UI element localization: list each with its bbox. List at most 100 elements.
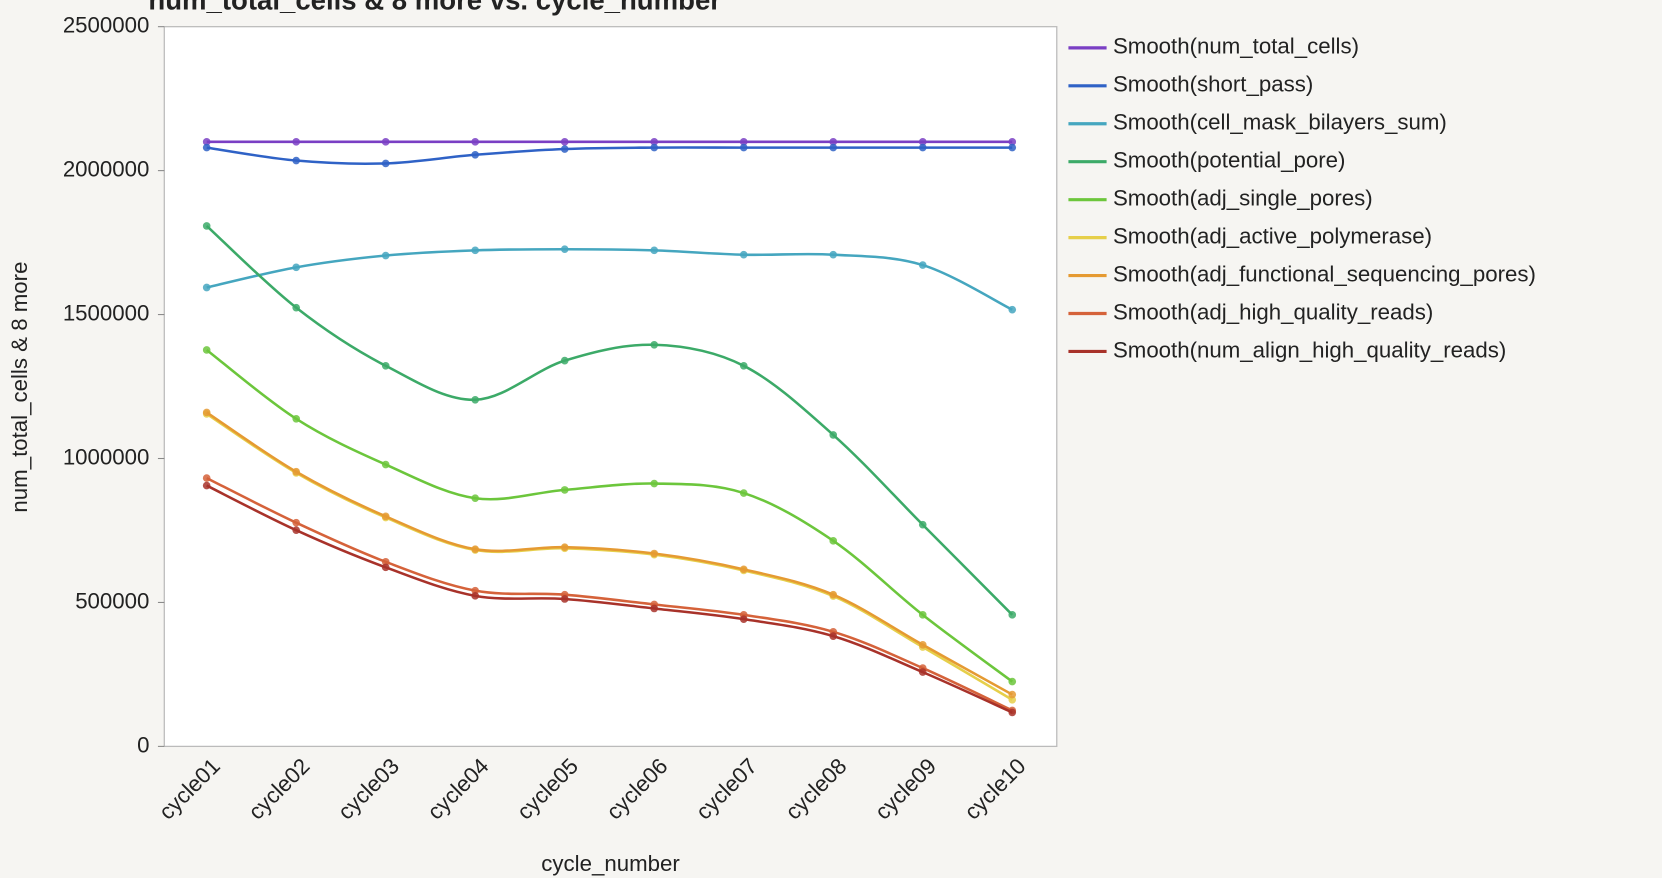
data-point [829,431,838,439]
legend-label: Smooth(potential_pore) [1113,148,1346,173]
x-tick-label: cycle05 [512,753,583,824]
data-point [202,474,211,482]
legend-label: Smooth(adj_active_polymerase) [1113,223,1432,248]
data-point [650,604,659,613]
data-point [381,563,390,572]
data-point [292,414,301,423]
plot-area [163,26,1058,748]
series-line [205,411,1013,696]
data-point [918,640,927,649]
data-point [560,543,569,551]
data-point [650,549,659,558]
data-point [471,545,480,554]
series-line [206,247,1013,311]
data-point [560,245,569,254]
data-point [202,138,211,146]
data-point [829,590,838,599]
data-point [1008,138,1017,146]
data-point [381,460,390,469]
data-point [1008,611,1017,619]
series-line [206,484,1013,714]
data-point [202,408,211,417]
data-point [1008,677,1017,686]
data-point [739,565,748,574]
x-tick-label: cycle09 [870,753,941,824]
data-point [292,156,301,165]
y-tick-label: 2500000 [63,13,150,38]
data-point [560,595,569,603]
data-point [471,494,480,503]
x-tick-label: cycle06 [601,753,672,824]
data-point [381,251,390,260]
legend-label: Smooth(cell_mask_bilayers_sum) [1113,110,1447,135]
data-point [292,518,301,527]
data-point [202,346,211,354]
legend-label: Smooth(adj_single_pores) [1113,186,1373,211]
series-line [205,224,1014,616]
data-point [829,537,838,545]
x-tick-label: cycle10 [960,753,1031,824]
data-point [739,250,748,259]
data-point [202,143,211,152]
legend-label: Smooth(adj_functional_sequencing_pores) [1113,261,1536,286]
data-point [202,222,211,230]
data-point [918,261,927,269]
y-tick-label: 1000000 [63,444,150,469]
series-line [206,146,1013,166]
data-point [292,138,301,146]
data-point [381,138,390,146]
data-point [918,520,927,529]
data-point [381,558,390,566]
data-point [292,526,301,535]
data-point [471,395,480,404]
data-point [560,486,569,494]
x-tick-label: cycle08 [780,753,851,824]
data-point [829,632,838,640]
data-point [471,150,480,159]
data-point [739,489,748,497]
x-axis-title: cycle_number [541,851,680,876]
data-point [202,283,211,292]
x-tick-label: cycle04 [422,753,493,824]
data-point [829,143,838,152]
data-point [1008,143,1017,152]
data-point [292,263,301,272]
y-tick-label: 2000000 [63,156,150,181]
data-point [650,479,659,488]
data-point [918,138,927,146]
legend-label: Smooth(num_total_cells) [1113,34,1359,59]
data-point [1008,708,1017,717]
data-point [381,512,390,521]
legend-label: Smooth(num_align_high_quality_reads) [1113,337,1506,362]
x-tick-label: cycle03 [333,753,404,824]
y-tick-label: 500000 [75,588,149,613]
data-point [471,592,480,600]
data-point [560,145,569,153]
legend-label: Smooth(short_pass) [1113,72,1313,97]
data-point [739,138,748,146]
legend-label: Smooth(adj_high_quality_reads) [1113,299,1433,324]
data-point [381,361,390,370]
data-point [918,668,927,676]
data-point [829,250,838,259]
data-point [1008,690,1017,699]
data-point [292,303,301,312]
data-point [918,611,927,619]
data-point [739,143,748,152]
y-tick-label: 0 [137,732,149,757]
data-point [560,356,569,365]
x-tick-label: cycle01 [154,753,225,824]
series-line [206,476,1013,712]
data-point [471,246,480,255]
data-point [739,615,748,623]
chart-title: num_total_cells & 8 more vs. cycle_numbe… [148,0,721,16]
data-point [560,138,569,146]
data-point [471,138,480,146]
x-tick-label: cycle02 [243,753,314,824]
data-point [650,246,659,255]
data-point [381,159,390,168]
series-line [205,348,1014,683]
data-point [1008,305,1017,314]
